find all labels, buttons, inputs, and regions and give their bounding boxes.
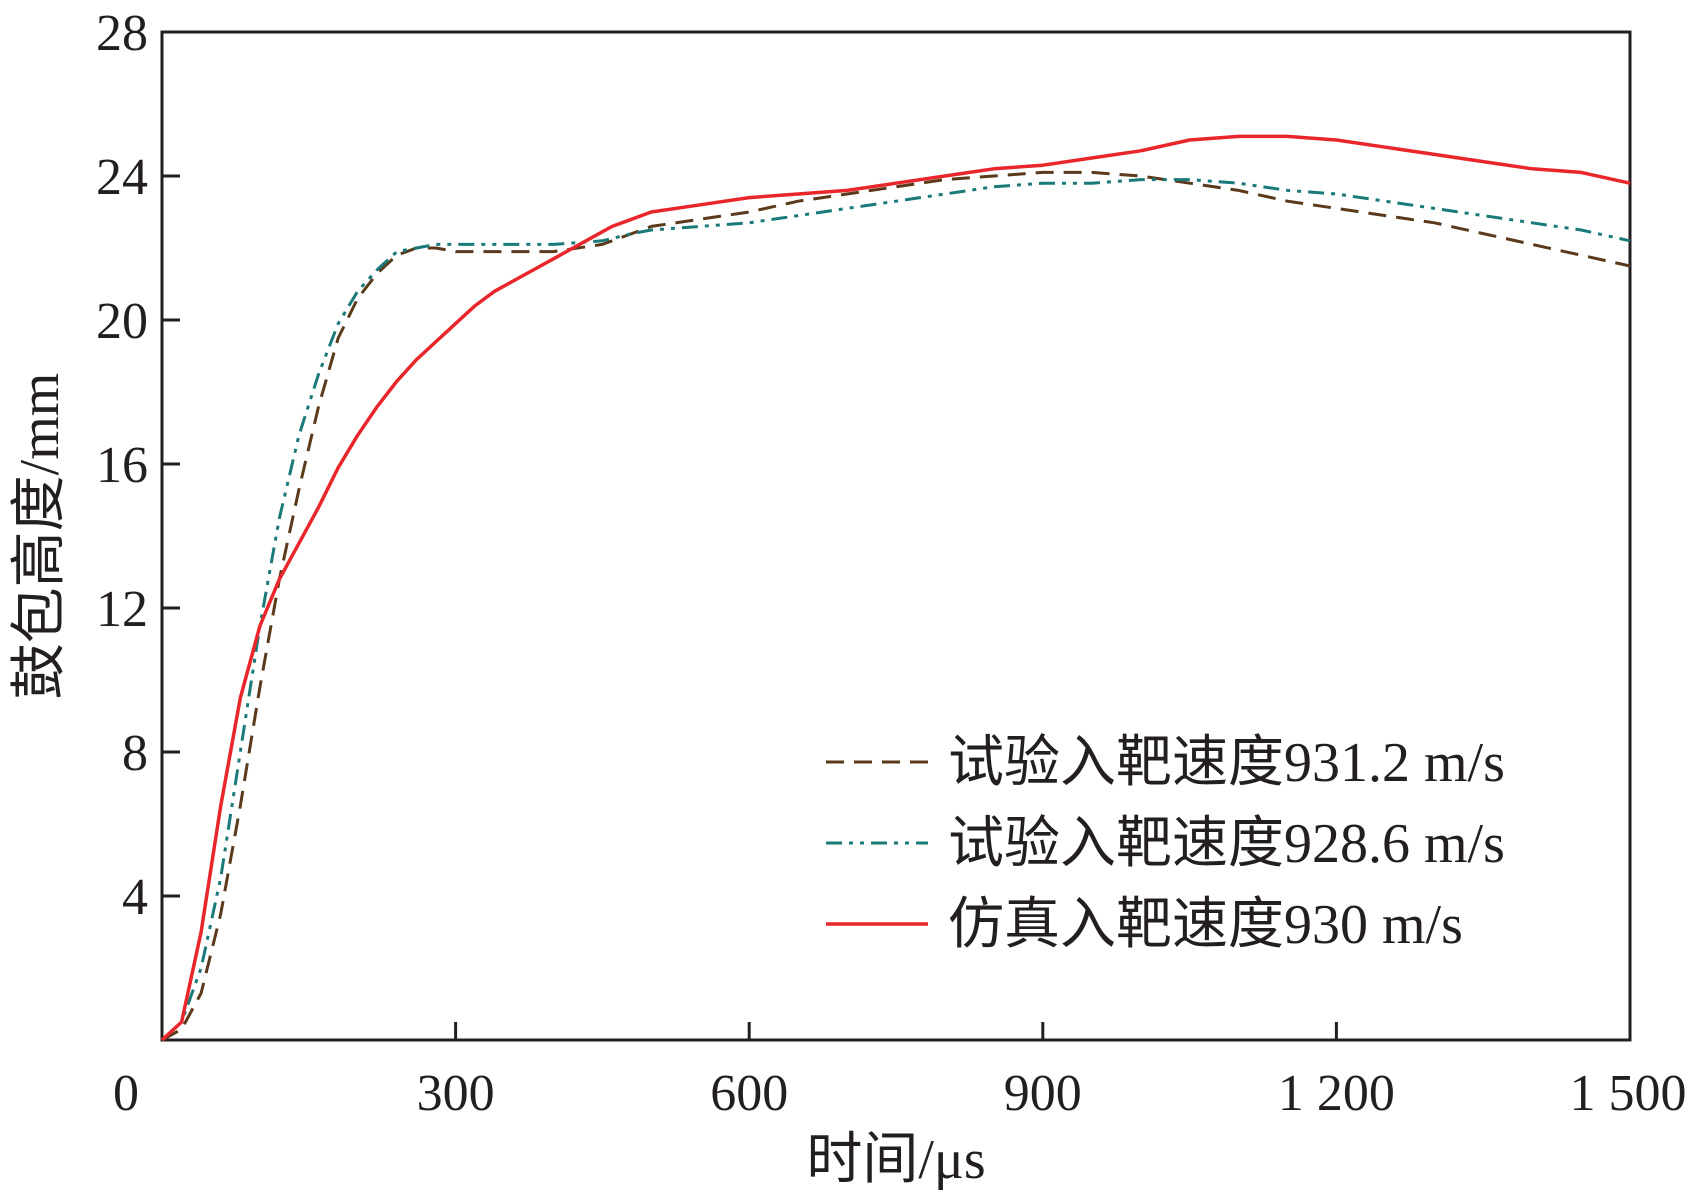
x-tick-label: 300 — [417, 1065, 495, 1122]
series-line-0 — [161, 170, 1631, 1042]
legend-label-1: 试验入靶速度928.6 m/s — [948, 813, 1505, 875]
y-tick-label: 8 — [122, 725, 148, 782]
legend: 试验入靶速度931.2 m/s 试验入靶速度928.6 m/s 仿真入靶速度93… — [826, 732, 1505, 956]
y-axis-label: 鼓包高度/mm — [9, 373, 71, 700]
x-tick-label: 1 200 — [1278, 1065, 1395, 1122]
series-line-2 — [160, 134, 1631, 1042]
x-tick-label: 0 — [113, 1065, 139, 1122]
x-axis-label: 时间/μs — [806, 1129, 985, 1191]
legend-label-2: 仿真入靶速度930 m/s — [948, 894, 1463, 956]
y-tick-label: 20 — [96, 293, 148, 350]
x-tick-label: 600 — [710, 1065, 788, 1122]
x-tick-label: 900 — [1004, 1065, 1082, 1122]
y-tick-label: 12 — [96, 581, 148, 638]
x-tick-label: 1 500 — [1570, 1065, 1687, 1122]
legend-label-0: 试验入靶速度931.2 m/s — [948, 732, 1505, 794]
plot-frame — [160, 30, 1632, 1042]
y-tick-label: 28 — [96, 5, 148, 62]
y-tick-label: 4 — [122, 869, 148, 926]
y-axis-ticks: 4 8 12 16 20 24 28 — [96, 5, 180, 926]
x-axis-ticks: 0 300 600 900 1 200 1 500 — [113, 1022, 1687, 1122]
series-line-1 — [160, 178, 1631, 1042]
y-tick-label: 16 — [96, 437, 148, 494]
series-layer — [160, 134, 1631, 1042]
y-tick-label: 24 — [96, 149, 148, 206]
